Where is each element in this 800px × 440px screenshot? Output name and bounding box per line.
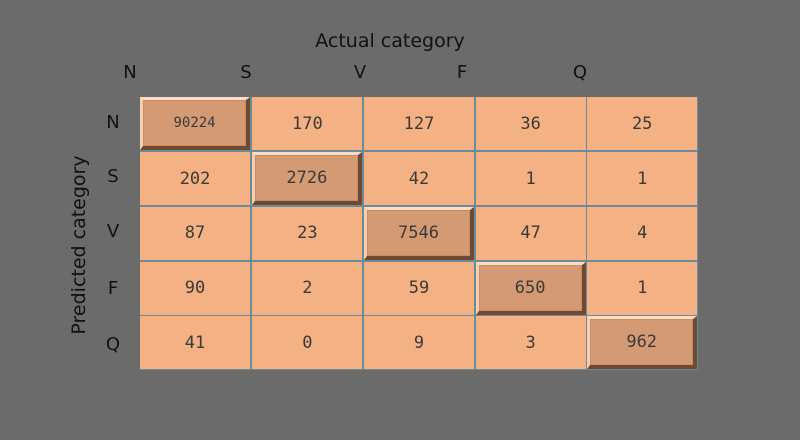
column-label-f: F — [456, 62, 468, 83]
x-axis-title: Actual category — [315, 30, 465, 52]
matrix-cell-v-s: 23 — [252, 206, 363, 261]
matrix-cell-n-v: 127 — [363, 97, 475, 151]
matrix-cell-q-q: 962 — [587, 316, 698, 370]
matrix-cell-f-q: 1 — [587, 261, 698, 315]
matrix-cell-v-q: 4 — [587, 206, 698, 261]
matrix-cell-v-f: 47 — [475, 206, 586, 261]
matrix-cell-s-s: 2726 — [252, 152, 363, 206]
matrix-cell-n-q: 25 — [587, 97, 698, 151]
column-label-s: S — [240, 62, 252, 83]
matrix-cell-f-s: 2 — [252, 261, 363, 315]
matrix-cell-n-s: 170 — [252, 97, 363, 151]
matrix-cell-v-n: 87 — [140, 206, 251, 261]
row-label-n: N — [106, 112, 120, 133]
row-label-v: V — [106, 221, 120, 242]
row-label-s: S — [107, 166, 119, 187]
matrix-cell-f-n: 90 — [140, 261, 251, 315]
matrix-cell-q-v: 9 — [363, 316, 475, 370]
matrix-cell-q-f: 3 — [475, 316, 586, 370]
matrix-cell-s-n: 202 — [140, 152, 251, 206]
confusion-matrix: 90224 170 127 36 25 202 2726 42 1 1 87 23 7546 47 4 90 2… — [140, 97, 698, 370]
row-label-f: F — [107, 278, 119, 299]
matrix-cell-s-q: 1 — [587, 152, 698, 206]
matrix-cell-s-v: 42 — [363, 152, 475, 206]
matrix-cell-s-f: 1 — [475, 152, 586, 206]
matrix-cell-n-n: 90224 — [140, 97, 251, 151]
matrix-cell-q-s: 0 — [252, 316, 363, 370]
matrix-cell-v-v: 7546 — [363, 206, 475, 261]
row-label-q: Q — [105, 334, 121, 355]
column-label-q: Q — [572, 62, 588, 83]
matrix-cell-f-v: 59 — [363, 261, 475, 315]
column-label-v: V — [353, 62, 367, 83]
matrix-cell-n-f: 36 — [475, 97, 586, 151]
matrix-cell-q-n: 41 — [140, 316, 251, 370]
matrix-cell-f-f: 650 — [475, 261, 586, 315]
y-axis-title: Predicted category — [68, 155, 90, 335]
column-label-n: N — [123, 62, 137, 83]
